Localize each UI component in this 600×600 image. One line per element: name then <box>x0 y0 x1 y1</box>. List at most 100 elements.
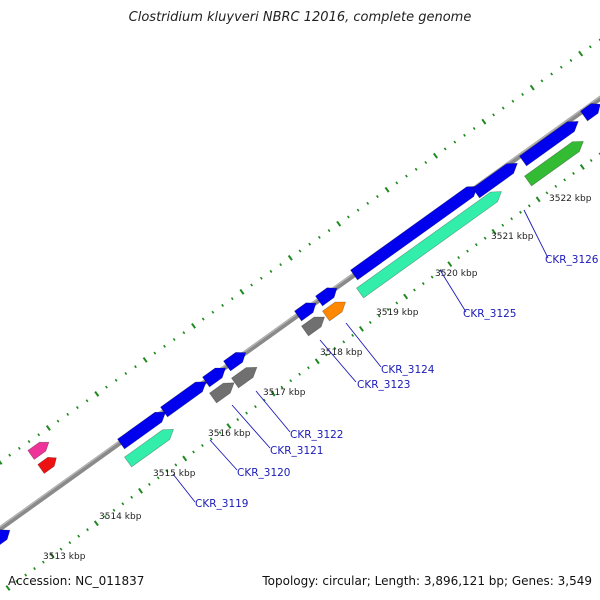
inner-dot-24 <box>218 431 222 435</box>
inner-dot-36 <box>324 353 328 357</box>
outer-dot-28 <box>269 269 273 273</box>
gene-label-ckr-3122[interactable]: CKR_3122 <box>290 429 343 441</box>
feature-magenta <box>27 441 50 460</box>
outer-dot-39 <box>376 195 379 199</box>
inner-dot-51 <box>457 256 461 260</box>
inner-dot-25 <box>226 423 232 429</box>
outer-dot-53 <box>511 99 515 103</box>
cds-arrow-9 <box>519 121 579 167</box>
outer-dot-21 <box>201 317 205 321</box>
inner-dotted-ring <box>5 152 600 591</box>
outer-dot-60 <box>578 50 584 57</box>
inner-dot-53 <box>474 243 478 247</box>
outer-dot-1 <box>8 453 12 457</box>
feature-orange-ckr-3124 <box>322 301 346 322</box>
leader-line-ckr-3122 <box>255 390 291 433</box>
inner-dot-50 <box>447 261 453 268</box>
leader-line-ckr-3124 <box>345 322 382 368</box>
inner-dot-19 <box>174 463 178 467</box>
leader-line-ckr-3119 <box>172 473 196 503</box>
inner-dot-61 <box>545 191 549 195</box>
outer-dot-25 <box>239 288 245 295</box>
outer-dot-30 <box>287 254 293 261</box>
outer-dot-3 <box>27 440 31 444</box>
gene-label-ckr-3125[interactable]: CKR_3125 <box>463 308 516 320</box>
outer-dot-29 <box>279 263 283 267</box>
outer-dot-58 <box>559 65 563 69</box>
outer-dot-49 <box>472 126 476 131</box>
trna-box-ckr-3121 <box>209 382 235 404</box>
outer-dot-0 <box>0 460 3 465</box>
tick-label-3521: 3521 kbp <box>491 232 534 242</box>
rrna-arrow-ckr-3125 <box>356 191 502 299</box>
inner-dot-18 <box>165 469 169 473</box>
inner-dot-13 <box>121 502 125 506</box>
inner-dot-17 <box>156 476 160 480</box>
outer-dot-38 <box>366 201 370 205</box>
tick-label-3518: 3518 kbp <box>320 348 363 358</box>
trna-box-ckr-3123 <box>301 316 325 337</box>
gene-label-ckr-3120[interactable]: CKR_3120 <box>237 467 290 479</box>
leader-line-ckr-3126 <box>523 209 549 259</box>
outer-dot-37 <box>356 208 360 212</box>
inner-dot-60 <box>535 196 541 203</box>
outer-dot-44 <box>424 160 428 165</box>
inner-dot-56 <box>501 223 505 227</box>
outer-dot-32 <box>308 242 312 246</box>
outer-dot-2 <box>17 446 21 450</box>
tick-labels: 3513 kbp 3514 kbp 3515 kbp 3516 kbp 3517… <box>43 194 592 562</box>
feature-track <box>0 103 600 546</box>
cds-arrow-1 <box>117 411 167 450</box>
inner-dot-33 <box>298 372 301 376</box>
gene-label-ckr-3121[interactable]: CKR_3121 <box>270 445 323 457</box>
outer-dot-31 <box>298 249 302 253</box>
outer-dot-10 <box>94 391 100 397</box>
inner-dot-40 <box>358 325 364 332</box>
outer-dot-5 <box>45 425 51 431</box>
trna-box-ckr-3122 <box>231 366 258 389</box>
inner-dot-11 <box>103 515 107 519</box>
inner-dot-8 <box>77 534 81 538</box>
outer-dot-22 <box>211 310 215 314</box>
outer-dot-14 <box>134 365 137 369</box>
inner-dot-59 <box>527 204 531 208</box>
outer-dot-36 <box>346 215 350 219</box>
outer-dotted-ring <box>0 38 600 465</box>
accession-text: Accession: NC_011837 <box>8 574 145 588</box>
inner-dot-0 <box>5 585 11 591</box>
cds-arrow-8 <box>472 162 518 199</box>
outer-dot-52 <box>501 106 505 110</box>
tick-label-3513: 3513 kbp <box>43 552 86 562</box>
gene-label-ckr-3124[interactable]: CKR_3124 <box>381 364 435 376</box>
outer-dot-26 <box>250 283 254 287</box>
inner-dot-21 <box>192 450 195 454</box>
inner-dot-52 <box>466 249 469 253</box>
inner-dot-32 <box>289 379 293 383</box>
cds-arrow-left-edge <box>0 529 11 546</box>
gene-label-ckr-3126[interactable]: CKR_3126 <box>545 254 599 266</box>
outer-dot-13 <box>124 371 128 376</box>
gene-label-ckr-3123[interactable]: CKR_3123 <box>357 379 410 391</box>
inner-dot-6 <box>59 547 63 551</box>
inner-dot-31 <box>280 385 284 389</box>
gene-labels: CKR_3119 CKR_3120 CKR_3121 CKR_3122 CKR_… <box>195 254 599 510</box>
leader-line-ckr-3120 <box>209 439 238 471</box>
inner-dot-37 <box>333 346 337 350</box>
gene-label-ckr-3119[interactable]: CKR_3119 <box>195 498 248 510</box>
inner-dot-45 <box>403 293 409 300</box>
cds-arrow-3 <box>202 367 226 388</box>
outer-dot-54 <box>521 92 524 96</box>
inner-dot-42 <box>377 314 381 318</box>
inner-dot-39 <box>351 333 355 337</box>
inner-dot-20 <box>182 455 188 462</box>
inner-dot-34 <box>307 366 310 370</box>
outer-dot-43 <box>414 167 418 171</box>
inner-dot-38 <box>342 340 346 344</box>
outer-dot-45 <box>433 152 438 159</box>
outer-dot-42 <box>405 174 408 178</box>
inner-dot-65 <box>579 164 585 170</box>
outer-dot-59 <box>569 58 573 62</box>
outer-dot-55 <box>529 84 535 91</box>
tick-label-3516: 3516 kbp <box>208 429 251 439</box>
